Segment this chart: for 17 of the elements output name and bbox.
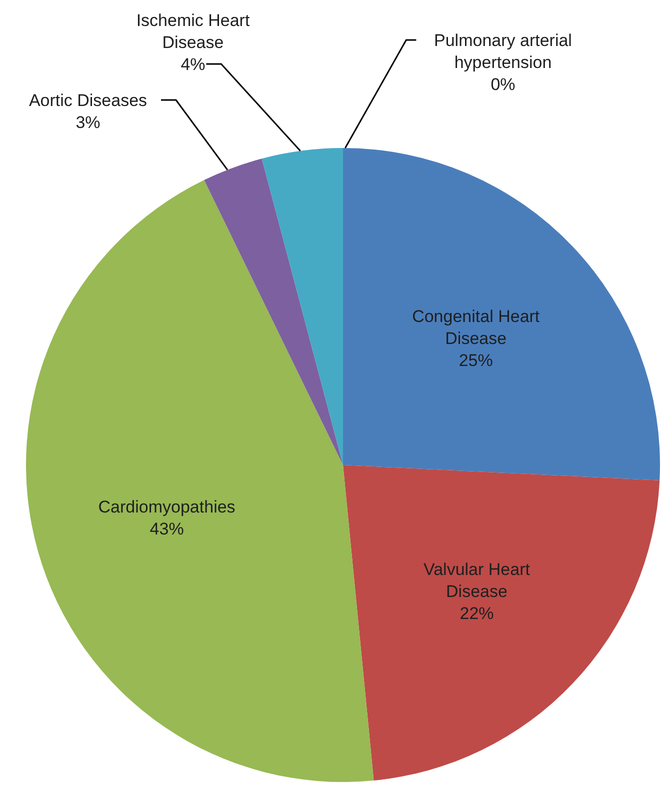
text: 0% bbox=[490, 74, 516, 94]
pie-slice bbox=[343, 148, 660, 480]
slice-label: Valvular Heart Disease bbox=[424, 560, 530, 601]
category-label: Pulmonary arterial hypertension bbox=[434, 30, 572, 72]
pie-slice bbox=[343, 465, 660, 781]
slice-label: Aortic Diseases bbox=[28, 90, 148, 110]
pie-slice bbox=[26, 180, 374, 782]
pie-slice bbox=[204, 158, 343, 465]
data-label: 3% bbox=[76, 112, 100, 132]
slice-label: Ischemic Heart Disease bbox=[136, 10, 250, 52]
data-label: 25% bbox=[458, 350, 493, 370]
pie-slice bbox=[262, 148, 343, 465]
data-label: 43% bbox=[150, 519, 184, 538]
slice-label: Congenital Heart Disease bbox=[412, 306, 540, 348]
data-label: 22% bbox=[460, 604, 494, 623]
slice-label: Cardiomyopathies bbox=[98, 497, 236, 516]
data-label: 4% bbox=[180, 54, 206, 74]
